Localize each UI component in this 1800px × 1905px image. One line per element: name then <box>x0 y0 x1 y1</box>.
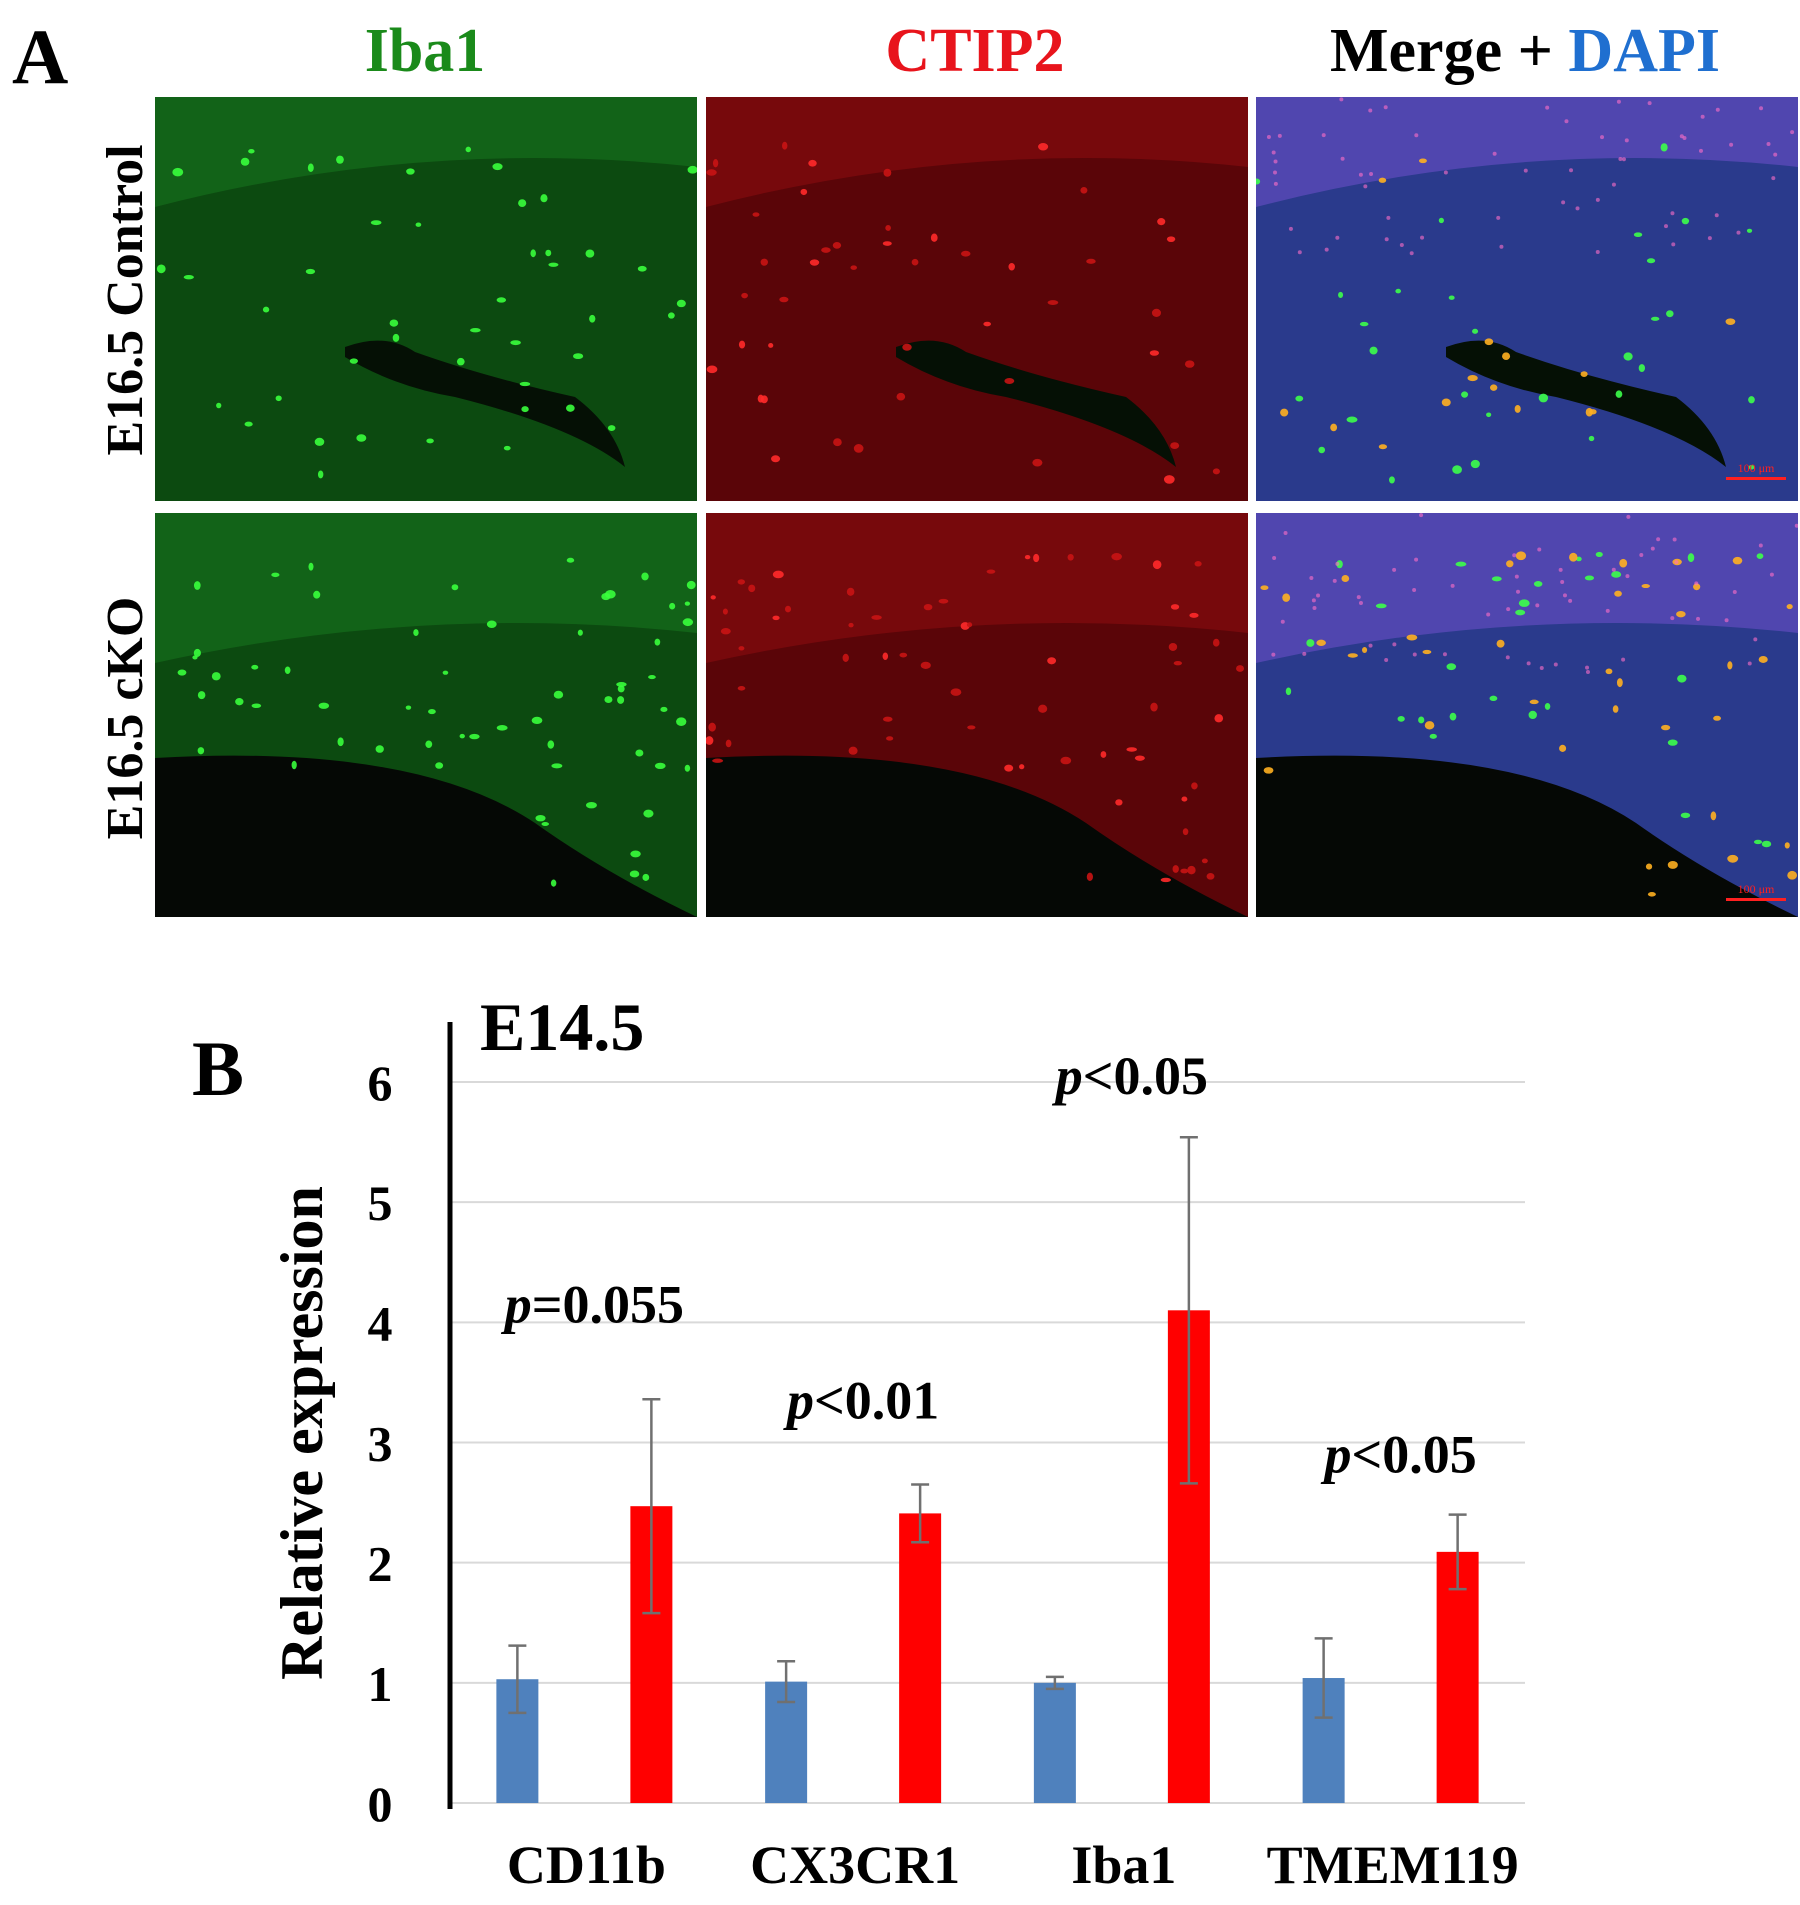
micrograph-cko-merge: 100 μm <box>1256 513 1798 917</box>
y-tick-label: 3 <box>368 1416 393 1472</box>
row-header-cko: E16.5 cKO <box>97 596 154 840</box>
bar-tmem119-cko <box>1436 1551 1479 1803</box>
y-tick-label: 5 <box>368 1175 393 1231</box>
x-tick-label: TMEM119 <box>1267 1835 1519 1895</box>
y-tick-label: 4 <box>368 1295 393 1351</box>
panel-b-letter: B <box>192 1025 245 1112</box>
p-value-annotation: p=0.055 <box>501 1274 684 1334</box>
micrograph-control-iba1 <box>155 97 697 501</box>
row-header-control: E16.5 Control <box>97 144 154 456</box>
error-bar <box>911 1483 930 1544</box>
column-header-iba1: Iba1 <box>364 17 486 85</box>
y-tick-label: 0 <box>368 1776 393 1832</box>
micrograph-control-merge: 100 μm <box>1256 97 1798 501</box>
chart-title: E14.5 <box>480 989 644 1065</box>
error-bar <box>642 1397 661 1615</box>
x-tick-label: Iba1 <box>1071 1835 1176 1895</box>
x-tick-label: CX3CR1 <box>750 1835 960 1895</box>
column-header-ctip2: CTIP2 <box>885 17 1065 85</box>
error-bar <box>1314 1637 1333 1719</box>
column-header-merge-dapi: Merge + DAPI <box>1255 20 1795 82</box>
panel-a-letter: A <box>12 13 69 100</box>
x-tick-label: CD11b <box>507 1835 666 1895</box>
y-axis-label: Relative expression <box>269 1186 335 1680</box>
p-value-annotation: p<0.05 <box>1052 1046 1208 1106</box>
p-value-annotation: p<0.01 <box>783 1370 939 1430</box>
micrograph-cko-ctip2 <box>706 513 1248 917</box>
y-tick-label: 2 <box>368 1536 393 1592</box>
micrograph-cko-iba1 <box>155 513 697 917</box>
bar-cx3cr1-cko <box>899 1513 942 1803</box>
scale-bar-label: 100 μm <box>1738 461 1775 475</box>
y-tick-label: 6 <box>368 1055 393 1111</box>
micrograph-control-ctip2 <box>706 97 1248 501</box>
bar-iba1-control <box>1033 1682 1076 1803</box>
bar-chart: 0 1 2 3 4 5 6 Relative expression E14.5 CD11b CX3C… <box>269 989 1525 1895</box>
p-value-annotation: p<0.05 <box>1320 1425 1476 1485</box>
error-bar <box>1448 1513 1467 1591</box>
error-bar <box>1179 1136 1198 1485</box>
error-bar <box>777 1659 796 1704</box>
error-bar <box>1045 1675 1064 1691</box>
column-header-dapi: DAPI <box>1568 17 1720 85</box>
y-tick-label: 1 <box>368 1656 393 1712</box>
scale-bar-label: 100 μm <box>1738 882 1775 896</box>
error-bar <box>508 1644 527 1715</box>
column-header-merge-prefix: Merge + <box>1330 17 1569 85</box>
